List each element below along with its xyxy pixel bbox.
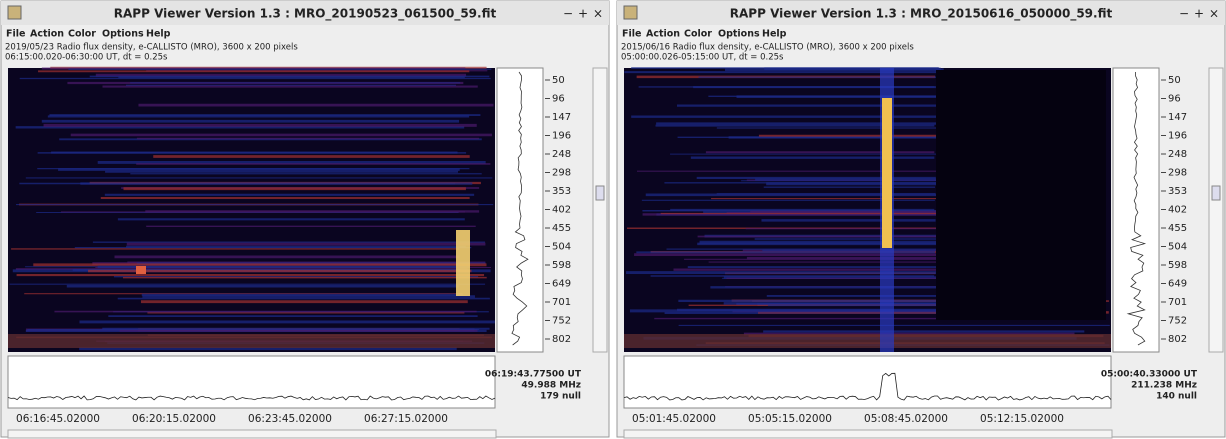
menu-item[interactable]: Options (102, 29, 144, 40)
freq-tick-label: 455 (1168, 223, 1187, 234)
burst (882, 98, 892, 248)
window-control[interactable]: − (1179, 7, 1189, 21)
spectrogram-band (624, 334, 1111, 348)
freq-tick-label: 649 (1168, 279, 1187, 290)
menu-item[interactable]: File (622, 29, 641, 40)
v-scrollbar[interactable] (592, 67, 608, 353)
freq-tick-label: 504 (1168, 242, 1187, 253)
timeseries-box (7, 355, 496, 409)
menu-item[interactable]: File (6, 29, 25, 40)
v-scroll-thumb[interactable] (595, 185, 605, 201)
timeseries-box (623, 355, 1112, 409)
window-control[interactable]: × (593, 7, 603, 21)
info-line: 06:15:00.020-06:30:00 UT, dt = 0.25s (5, 53, 168, 63)
time-tick-label: 05:01:45.02000 (632, 413, 716, 425)
timeseries-line (7, 395, 496, 401)
freq-tick-label: 353 (552, 186, 571, 197)
freq-tick-label: 96 (552, 94, 565, 105)
time-tick-label: 05:05:15.02000 (748, 413, 832, 425)
cursor-readout: 140 null (1156, 392, 1197, 402)
freq-tick-label: 752 (552, 316, 571, 327)
menu-item[interactable]: Color (68, 29, 96, 40)
freq-tick-label: 298 (552, 168, 571, 179)
title-bar (617, 1, 1225, 25)
time-tick-label: 06:23:45.02000 (248, 413, 332, 425)
window-control[interactable]: + (1194, 7, 1204, 21)
window-control[interactable]: + (578, 7, 588, 21)
cursor-readout: 179 null (540, 392, 581, 402)
freq-tick-label: 196 (552, 131, 571, 142)
menu-item[interactable]: Help (762, 29, 787, 40)
spectrogram-band (8, 334, 495, 348)
freq-tick-label: 402 (1168, 205, 1187, 216)
freq-tick-label: 802 (552, 334, 571, 345)
profile-box (1112, 67, 1160, 353)
burst (456, 230, 470, 296)
cursor-readout: 05:00:40.33000 UT (1101, 370, 1198, 380)
spectrogram (8, 68, 495, 352)
app-icon (623, 5, 638, 20)
menu-item[interactable]: Action (30, 29, 64, 40)
freq-tick-label: 353 (1168, 186, 1187, 197)
time-tick-label: 06:27:15.02000 (364, 413, 448, 425)
time-tick-label: 05:08:45.02000 (864, 413, 948, 425)
freq-tick-label: 701 (1168, 297, 1187, 308)
time-tick-label: 06:20:15.02000 (132, 413, 216, 425)
time-tick-label: 05:12:15.02000 (980, 413, 1064, 425)
dark-region (936, 70, 1106, 320)
freq-tick-label: 96 (1168, 94, 1181, 105)
menu-item[interactable]: Help (146, 29, 171, 40)
app-icon (7, 5, 22, 20)
freq-tick-label: 598 (1168, 260, 1187, 271)
freq-tick-label: 504 (552, 242, 571, 253)
freq-tick-label: 598 (552, 260, 571, 271)
window-title: RAPP Viewer Version 1.3 : MRO_20150616_0… (730, 7, 1113, 22)
window-title: RAPP Viewer Version 1.3 : MRO_20190523_0… (114, 7, 497, 22)
freq-tick-label: 802 (1168, 334, 1187, 345)
freq-tick-label: 50 (1168, 75, 1181, 86)
freq-tick-label: 402 (552, 205, 571, 216)
freq-tick-label: 147 (1168, 112, 1187, 123)
menu-item[interactable]: Action (646, 29, 680, 40)
window-control[interactable]: − (563, 7, 573, 21)
cursor-readout: 211.238 MHz (1131, 381, 1197, 391)
freq-tick-label: 196 (1168, 131, 1187, 142)
freq-tick-label: 649 (552, 279, 571, 290)
freq-tick-label: 248 (552, 149, 571, 160)
freq-tick-label: 455 (552, 223, 571, 234)
window-control[interactable]: × (1209, 7, 1219, 21)
time-tick-label: 06:16:45.02000 (16, 413, 100, 425)
menu-item[interactable]: Options (718, 29, 760, 40)
burst (136, 266, 146, 274)
freq-tick-label: 248 (1168, 149, 1187, 160)
freq-tick-label: 701 (552, 297, 571, 308)
h-scrollbar[interactable] (7, 429, 497, 439)
info-line: 05:00:00.026-05:15:00 UT, dt = 0.25s (621, 53, 784, 63)
freq-tick-label: 752 (1168, 316, 1187, 327)
freq-tick-label: 50 (552, 75, 565, 86)
info-line: 2019/05/23 Radio flux density, e-CALLIST… (5, 43, 298, 53)
v-scrollbar[interactable] (1208, 67, 1224, 353)
cursor-readout: 06:19:43.77500 UT (485, 370, 582, 380)
menu-item[interactable]: Color (684, 29, 712, 40)
v-scroll-thumb[interactable] (1211, 185, 1221, 201)
h-scrollbar[interactable] (623, 429, 1113, 439)
cursor-readout: 49.988 MHz (521, 381, 581, 391)
title-bar (1, 1, 609, 25)
info-line: 2015/06/16 Radio flux density, e-CALLIST… (621, 43, 914, 53)
freq-tick-label: 298 (1168, 168, 1187, 179)
timeseries-line (623, 372, 1112, 401)
profile-line (511, 71, 529, 346)
freq-tick-label: 147 (552, 112, 571, 123)
profile-line (1126, 71, 1147, 346)
